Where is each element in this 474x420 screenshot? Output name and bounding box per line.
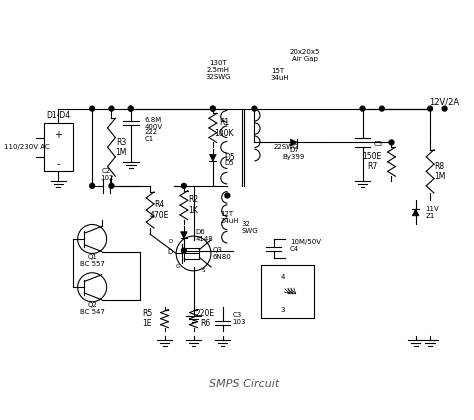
Text: Q3
6N80: Q3 6N80 xyxy=(213,247,232,260)
Circle shape xyxy=(379,106,384,111)
Circle shape xyxy=(225,193,230,198)
Text: R8
1M: R8 1M xyxy=(434,162,446,181)
Text: R4
470E: R4 470E xyxy=(150,200,169,220)
Circle shape xyxy=(442,106,447,111)
Text: 15T
34uH: 15T 34uH xyxy=(271,68,290,81)
Text: 3: 3 xyxy=(281,307,285,313)
Text: R3
1M: R3 1M xyxy=(116,137,127,157)
Circle shape xyxy=(252,106,257,111)
Circle shape xyxy=(128,106,133,111)
Circle shape xyxy=(182,184,186,188)
Text: 12T
24uH: 12T 24uH xyxy=(220,211,239,224)
Text: 4: 4 xyxy=(281,273,285,280)
Text: C5: C5 xyxy=(374,142,383,147)
Text: +: + xyxy=(55,130,63,140)
Text: 20x20x5
Air Gap: 20x20x5 Air Gap xyxy=(290,49,320,62)
Text: C2
102: C2 102 xyxy=(100,168,113,181)
Text: 32
SWG: 32 SWG xyxy=(242,221,258,234)
Text: SMPS Circuit: SMPS Circuit xyxy=(209,379,279,389)
Polygon shape xyxy=(210,155,216,161)
Text: R5
1E: R5 1E xyxy=(142,309,152,328)
Text: S: S xyxy=(201,268,205,273)
Bar xyxy=(44,123,73,171)
Text: D: D xyxy=(168,239,173,244)
Text: -: - xyxy=(56,159,60,169)
Circle shape xyxy=(109,184,114,188)
Circle shape xyxy=(210,106,215,111)
Circle shape xyxy=(360,106,365,111)
Circle shape xyxy=(109,106,114,111)
Text: D5: D5 xyxy=(225,153,235,163)
Text: 222
C1: 222 C1 xyxy=(144,129,157,142)
Text: D6
4148: D6 4148 xyxy=(195,228,213,241)
Text: D: D xyxy=(167,249,173,255)
Text: 130T
2.5mH
32SWG: 130T 2.5mH 32SWG xyxy=(205,60,230,80)
Text: 6.8M
400V: 6.8M 400V xyxy=(144,117,163,130)
Text: D7
By399: D7 By399 xyxy=(283,147,305,160)
Text: 12V/2A: 12V/2A xyxy=(429,97,460,106)
Text: 10M/50V
C4: 10M/50V C4 xyxy=(290,239,321,252)
Bar xyxy=(261,265,314,318)
Circle shape xyxy=(90,184,95,188)
Circle shape xyxy=(90,106,95,111)
Text: D5: D5 xyxy=(225,160,234,165)
Circle shape xyxy=(182,248,186,253)
Circle shape xyxy=(389,140,394,145)
Text: 220E
R6: 220E R6 xyxy=(196,309,215,328)
Text: G: G xyxy=(176,265,180,270)
Polygon shape xyxy=(291,139,297,146)
Text: R1
100K: R1 100K xyxy=(215,118,234,138)
Text: 110/230V AC: 110/230V AC xyxy=(4,144,49,150)
Circle shape xyxy=(128,106,133,111)
Text: 150E
R7: 150E R7 xyxy=(363,152,382,171)
Text: C3
103: C3 103 xyxy=(232,312,246,325)
Text: D1-D4: D1-D4 xyxy=(46,111,71,120)
Polygon shape xyxy=(412,209,419,216)
Text: R2
1K: R2 1K xyxy=(189,195,199,215)
Polygon shape xyxy=(181,232,187,239)
Text: 11V
Z1: 11V Z1 xyxy=(425,206,439,219)
Circle shape xyxy=(210,106,215,111)
Circle shape xyxy=(428,106,433,111)
Text: Q1
BC 557: Q1 BC 557 xyxy=(80,254,105,267)
Text: Q2
BC 547: Q2 BC 547 xyxy=(80,302,105,315)
Text: 22SWG: 22SWG xyxy=(273,144,299,150)
